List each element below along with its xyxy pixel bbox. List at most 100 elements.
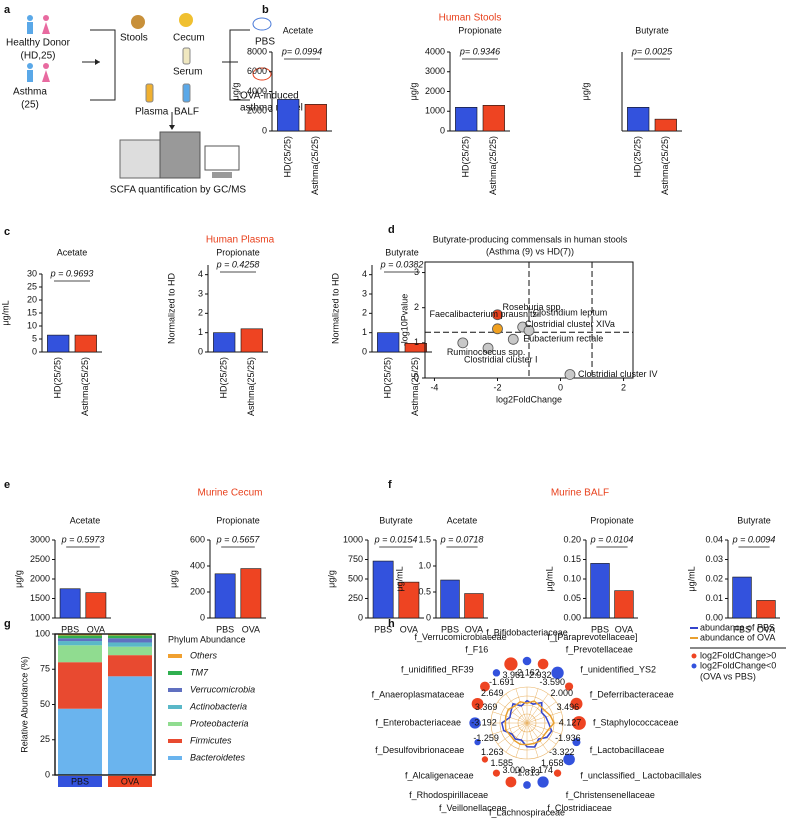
- y-tick-label: 1: [414, 337, 419, 347]
- y-tick-label: 3000: [30, 534, 50, 544]
- fold-dot: [551, 666, 564, 680]
- p-value: p = 0.5657: [216, 534, 261, 544]
- fold-dot: [563, 753, 575, 766]
- y-tick-label: 0: [362, 346, 367, 356]
- y-tick-label: 200: [190, 586, 205, 596]
- x-tick-label: 2: [621, 382, 626, 392]
- y-tick-label: 0.5: [418, 586, 431, 596]
- panel-letter: a: [4, 4, 11, 16]
- fold-label: -1.813: [514, 767, 540, 777]
- y-tick-label: 0: [440, 125, 445, 135]
- y-tick-label: 750: [348, 554, 363, 564]
- legend-label: Bacteroidetes: [190, 752, 246, 762]
- bar: [59, 588, 81, 619]
- legend-dot: [691, 663, 697, 669]
- legend-swatch: [168, 722, 182, 726]
- spoke: [526, 693, 549, 724]
- x-tick-label: HD(25/25): [219, 357, 229, 399]
- panel-letter: b: [262, 4, 269, 16]
- fold-label: 1.263: [481, 747, 504, 757]
- fold-label: 2.649: [481, 688, 504, 698]
- group-title: Murine BALF: [551, 488, 609, 499]
- x-tick-label: Asthma(25/25): [488, 136, 498, 195]
- point-label: Clostridium leptum: [533, 307, 608, 317]
- bar-segment: [58, 641, 102, 646]
- y-axis-label: μg/mL: [686, 566, 696, 591]
- chart-title: Propionate: [216, 247, 260, 257]
- fold-label: -3.322: [549, 747, 575, 757]
- chart-subtitle: (Asthma (9) vs HD(7)): [486, 246, 574, 256]
- label: Healthy Donor: [6, 38, 71, 49]
- spoke: [505, 693, 528, 724]
- category-label: f_Veillonellaceae: [439, 803, 507, 813]
- x-tick-label: OVA: [615, 624, 633, 634]
- bar: [304, 104, 327, 132]
- spoke: [492, 722, 528, 735]
- fold-dot: [481, 756, 489, 763]
- fold-dot: [469, 717, 481, 729]
- fold-dot: [522, 656, 532, 666]
- panel-a: a Healthy Donor (HD,25) Asthma (25) Stoo…: [4, 4, 303, 196]
- y-tick-label: 1.0: [418, 560, 431, 570]
- bar: [240, 328, 263, 353]
- spoke: [526, 722, 562, 735]
- legend-label: Actinobacteria: [189, 701, 247, 711]
- bar: [455, 107, 478, 132]
- label: (HD,25): [20, 51, 55, 62]
- chart-title: Propionate: [590, 515, 634, 525]
- y-axis-label: μg/mL: [544, 566, 554, 591]
- bar-segment: [108, 642, 152, 647]
- fold-label: 3.961: [502, 670, 525, 680]
- x-tick-label: 0: [558, 382, 563, 392]
- y-tick-label: 0: [358, 612, 363, 622]
- point-label: Clostridial cluster XIVa: [525, 319, 615, 329]
- bar: [74, 334, 97, 353]
- y-tick-label: 2000: [247, 106, 267, 116]
- category-box: [58, 776, 102, 787]
- y-tick-label: 3: [414, 267, 419, 277]
- fold-label: -1.936: [555, 733, 581, 743]
- y-axis-label: μg/mL: [0, 300, 10, 325]
- legend-swatch: [168, 739, 182, 743]
- category-label: f_unclassified_ Lactobacillales: [580, 770, 702, 780]
- point: [507, 333, 519, 345]
- bar-segment: [58, 662, 102, 709]
- category-label: f_Enterobacteriaceae: [375, 717, 461, 727]
- cecum-icon: [179, 13, 193, 27]
- y-tick-label: 1500: [30, 593, 50, 603]
- y-tick-label: 4000: [425, 46, 445, 56]
- radar-line: [504, 700, 555, 746]
- panel-letter: h: [388, 618, 395, 630]
- p-value: p = 0.4258: [216, 259, 260, 269]
- legend-label: log2FoldChange<0: [700, 660, 776, 670]
- y-tick-label: 15: [27, 307, 37, 317]
- y-tick-label: 1.5: [418, 534, 431, 544]
- bar: [654, 118, 677, 132]
- fold-dot: [570, 697, 583, 710]
- x-tick-label: Asthma(25/25): [410, 357, 420, 416]
- bar: [756, 600, 776, 619]
- y-tick-label: 0.00: [563, 612, 581, 622]
- y-tick-label: 0.20: [563, 534, 581, 544]
- x-tick-label: PBS: [61, 624, 79, 634]
- category-label: f_Rhodospirillaceae: [409, 790, 488, 800]
- p-value: p = 0.9693: [50, 268, 94, 278]
- p-value: p = 0.0382: [380, 259, 424, 269]
- category-label: f_Bifidobacteriaceae: [486, 627, 568, 637]
- fold-label: -2.162: [514, 667, 540, 677]
- y-tick-label: 10: [27, 320, 37, 330]
- point: [523, 325, 535, 336]
- point-label: Ruminococcus spp.: [447, 347, 526, 357]
- label: OVA-induced: [240, 91, 299, 102]
- category-label: f_Lactobacillaceae: [590, 745, 665, 755]
- panel-letter: c: [4, 226, 10, 238]
- legend-swatch: [168, 688, 182, 692]
- label: Plasma: [135, 107, 169, 118]
- y-tick-label: 0.10: [563, 573, 581, 583]
- spoke: [526, 722, 539, 758]
- bar: [214, 573, 236, 619]
- fold-dot: [572, 738, 581, 747]
- bar: [372, 560, 394, 619]
- x-tick-label: HD(25/25): [53, 357, 63, 399]
- y-tick-label: 0: [32, 346, 37, 356]
